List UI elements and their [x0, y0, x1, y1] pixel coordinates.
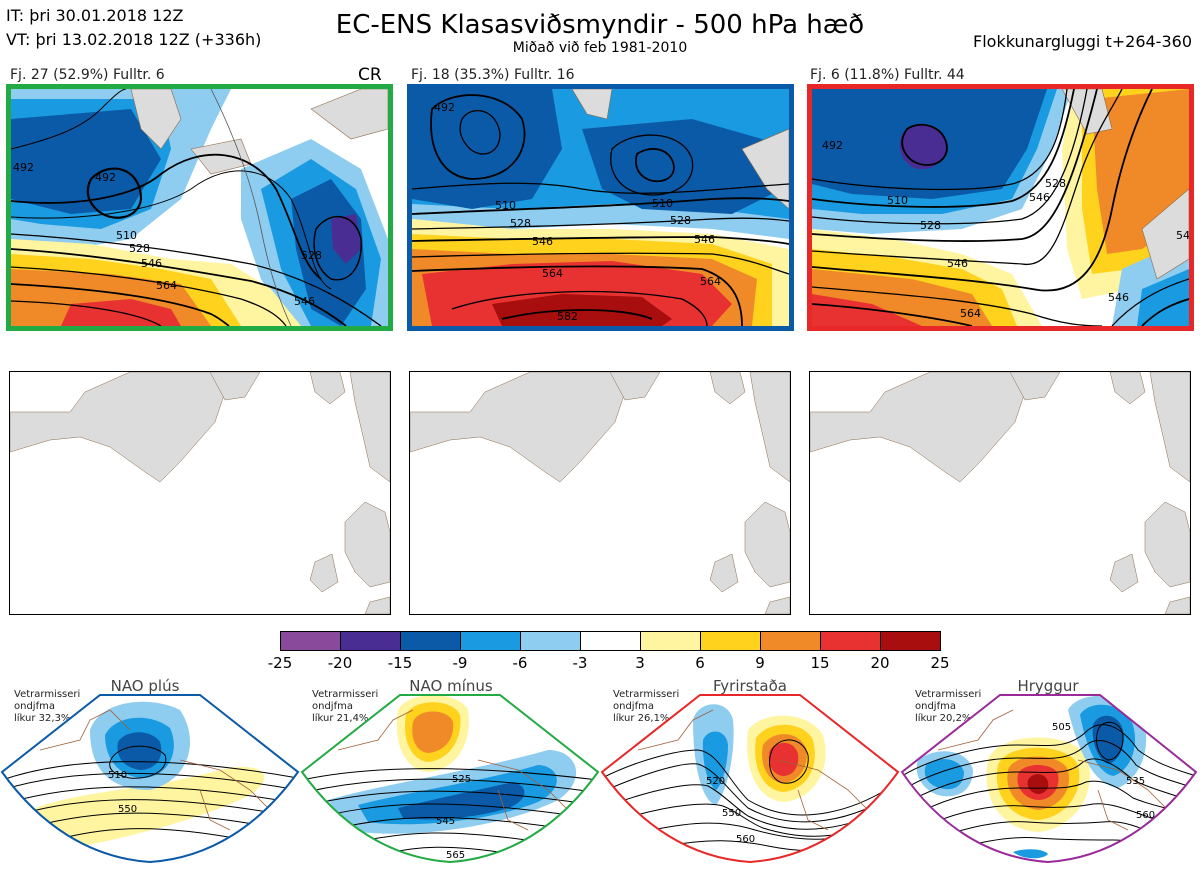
regime-2-name: NAO mínus: [409, 677, 493, 695]
cluster-1-map: 492 492 510 528 546 564 528 546: [6, 84, 393, 331]
contour-label: 528: [510, 217, 531, 230]
cluster-3-label: Fj. 6 (11.8%) Fulltr. 44: [810, 67, 965, 83]
regime-3-note: Vetrarmisseri ondjfma líkur 26,1%: [613, 689, 680, 724]
colorbar-swatch: [881, 632, 940, 650]
regime-contour-label: 505: [1052, 722, 1071, 733]
contour-label: 492: [434, 101, 455, 114]
cluster-2-map: 492 510 528 546 564 582 510 528 546 564: [407, 84, 794, 331]
colorbar-swatch: [461, 632, 521, 650]
colorbar-swatch: [341, 632, 401, 650]
colorbar-tick: 25: [930, 654, 950, 672]
regime-contour-label: 565: [446, 850, 465, 861]
contour-label: 564: [960, 307, 981, 320]
colorbar-swatch: [701, 632, 761, 650]
regime-2-map: 525 545 565: [300, 694, 600, 864]
contour-label: 528: [920, 219, 941, 232]
contour-label: 54: [1176, 229, 1189, 242]
regime-contour-label: 560: [1136, 810, 1155, 821]
colorbar-tick: 9: [755, 654, 765, 672]
contour-label: 546: [532, 235, 553, 248]
contour-label: 510: [887, 194, 908, 207]
empty-map-2: [409, 371, 791, 615]
colorbar-tick: -9: [452, 654, 468, 672]
colorbar-tick: 15: [810, 654, 830, 672]
colorbar-tick: 20: [870, 654, 890, 672]
regime-contour-label: 510: [108, 770, 127, 781]
colorbar-tick: -20: [327, 654, 353, 672]
colorbar-swatch: [281, 632, 341, 650]
colorbar-tick: -3: [572, 654, 588, 672]
colorbar-swatch: [821, 632, 881, 650]
regime-1-map: 510 550: [0, 694, 300, 864]
cluster-3-map: 492 510 528 546 564 528 546 546 54: [807, 84, 1194, 331]
valid-time: VT: þri 13.02.2018 12Z (+336h): [6, 30, 262, 49]
regime-4-note: Vetrarmisseri ondjfma líkur 20,2%: [915, 689, 982, 724]
regime-2-note: Vetrarmisseri ondjfma líkur 21,4%: [312, 689, 379, 724]
regime-contour-label: 545: [436, 816, 455, 827]
colorbar-tick: -25: [267, 654, 293, 672]
cluster-2-label: Fj. 18 (35.3%) Fulltr. 16: [411, 67, 575, 83]
colorbar-swatch: [401, 632, 461, 650]
contour-label: 528: [301, 249, 322, 262]
colorbar-tick: -15: [387, 654, 413, 672]
colorbar-tick: -6: [512, 654, 528, 672]
empty-map-3: [809, 371, 1191, 615]
contour-label: 510: [495, 199, 516, 212]
contour-label: 564: [700, 275, 721, 288]
contour-label: 528: [670, 214, 691, 227]
colorbar-swatch: [521, 632, 581, 650]
colorbar-swatch: [641, 632, 701, 650]
page-title: EC-ENS Klasasviðsmyndir - 500 hPa hæð: [335, 10, 865, 40]
colorbar-swatch: [761, 632, 821, 650]
page-subtitle: Miðað við feb 1981-2010: [512, 40, 688, 56]
contour-label: 546: [294, 295, 315, 308]
contour-label: 546: [694, 233, 715, 246]
regime-3-map: 520 550 560: [600, 694, 900, 864]
contour-label: 546: [947, 257, 968, 270]
regime-1-name: NAO plús: [110, 677, 180, 695]
colorbar-swatch: [581, 632, 641, 650]
cluster-1-label: Fj. 27 (52.9%) Fulltr. 6: [10, 67, 165, 83]
contour-label: 546: [1108, 291, 1129, 304]
regime-1-note: Vetrarmisseri ondjfma líkur 32,3%: [14, 689, 81, 724]
contour-label: 510: [652, 197, 673, 210]
regime-contour-label: 550: [722, 808, 741, 819]
contour-label: 492: [95, 171, 116, 184]
colorbar-tick: 6: [695, 654, 705, 672]
regime-contour-label: 550: [118, 804, 137, 815]
contour-label: 564: [156, 279, 177, 292]
contour-label: 564: [542, 267, 563, 280]
empty-map-1: [9, 371, 391, 615]
contour-label: 582: [557, 310, 578, 323]
initial-time: IT: þri 30.01.2018 12Z: [6, 6, 184, 25]
contour-label: 546: [141, 257, 162, 270]
contour-label: 492: [13, 161, 34, 174]
regime-contour-label: 520: [706, 776, 725, 787]
regime-3-name: Fyrirstaða: [713, 677, 787, 695]
contour-label: 492: [822, 139, 843, 152]
contour-label: 546: [1029, 191, 1050, 204]
classification-window: Flokkunargluggi t+264-360: [973, 32, 1192, 51]
regime-contour-label: 560: [736, 834, 755, 845]
anomaly-colorbar: [280, 631, 941, 651]
contour-label: 510: [116, 229, 137, 242]
regime-contour-label: 535: [1126, 776, 1145, 787]
contour-label: 528: [129, 242, 150, 255]
cluster-1-tag: CR: [358, 65, 382, 85]
colorbar-tick: 3: [635, 654, 645, 672]
regime-4-name: Hryggur: [1017, 677, 1079, 695]
contour-label: 528: [1045, 177, 1066, 190]
regime-4-map: 505 535 560: [900, 694, 1198, 864]
regime-contour-label: 525: [452, 774, 471, 785]
